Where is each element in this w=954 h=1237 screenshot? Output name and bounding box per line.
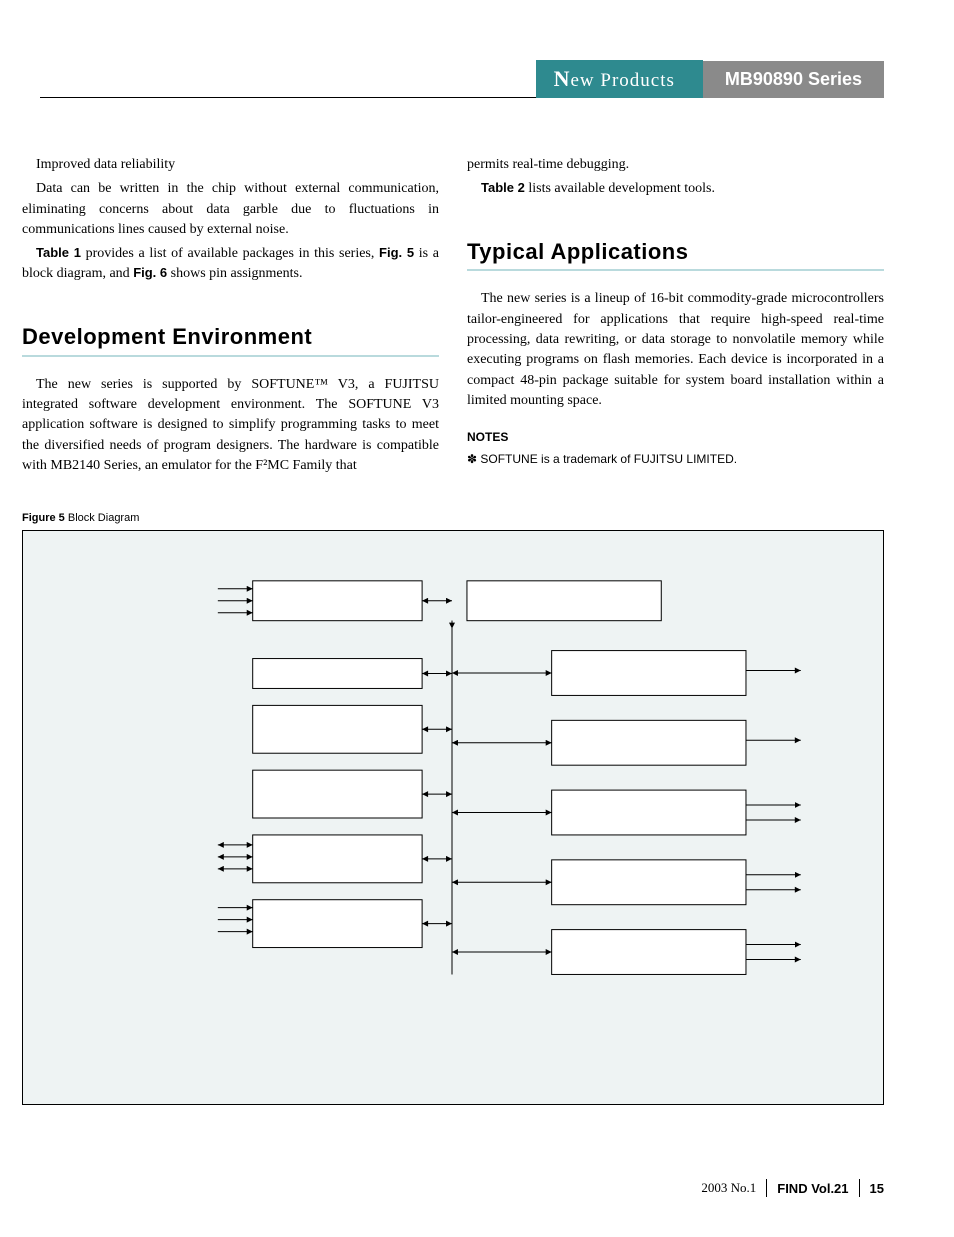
para-reliability-1: Improved data reliability bbox=[22, 155, 439, 175]
block-diagram bbox=[22, 530, 884, 1105]
para-typical-apps: The new series is a lineup of 16-bit com… bbox=[467, 289, 884, 411]
block-diagram-svg bbox=[23, 531, 883, 1104]
para-table2: Table 2 lists available development tool… bbox=[467, 179, 884, 199]
footer-mag: FIND Vol.21 bbox=[777, 1181, 848, 1196]
ref-table2: Table 2 bbox=[481, 180, 525, 195]
heading-typical-apps: Typical Applications bbox=[467, 236, 884, 268]
para-figs: Table 1 provides a list of available pac… bbox=[22, 244, 439, 285]
notes-label: NOTES bbox=[467, 429, 884, 446]
footer-year: 2003 No.1 bbox=[701, 1180, 756, 1196]
page-footer: 2003 No.1 FIND Vol.21 15 bbox=[701, 1179, 884, 1197]
ref-table1: Table 1 bbox=[36, 245, 81, 260]
right-column: permits real-time debugging. Table 2 lis… bbox=[467, 155, 884, 480]
header-cap: N bbox=[554, 66, 571, 91]
header-rest: ew Products bbox=[571, 70, 675, 91]
para-dev-env: The new series is supported by SOFTUNE™ … bbox=[22, 375, 439, 476]
ref-fig6: Fig. 6 bbox=[133, 265, 167, 280]
para-reliability-2: Data can be written in the chip without … bbox=[22, 179, 439, 240]
left-column: Improved data reliability Data can be wr… bbox=[22, 155, 439, 480]
header-tab-series: MB90890 Series bbox=[703, 61, 884, 98]
heading-dev-env: Development Environment bbox=[22, 321, 439, 353]
header-tab-new-products: New Products bbox=[536, 60, 703, 98]
footer-page: 15 bbox=[870, 1181, 884, 1196]
para-debug: permits real-time debugging. bbox=[467, 155, 884, 175]
figure5-caption: Figure 5 Block Diagram bbox=[22, 512, 139, 524]
ref-fig5: Fig. 5 bbox=[379, 245, 414, 260]
note-trademark: ✽ SOFTUNE is a trademark of FUJITSU LIMI… bbox=[467, 451, 884, 468]
